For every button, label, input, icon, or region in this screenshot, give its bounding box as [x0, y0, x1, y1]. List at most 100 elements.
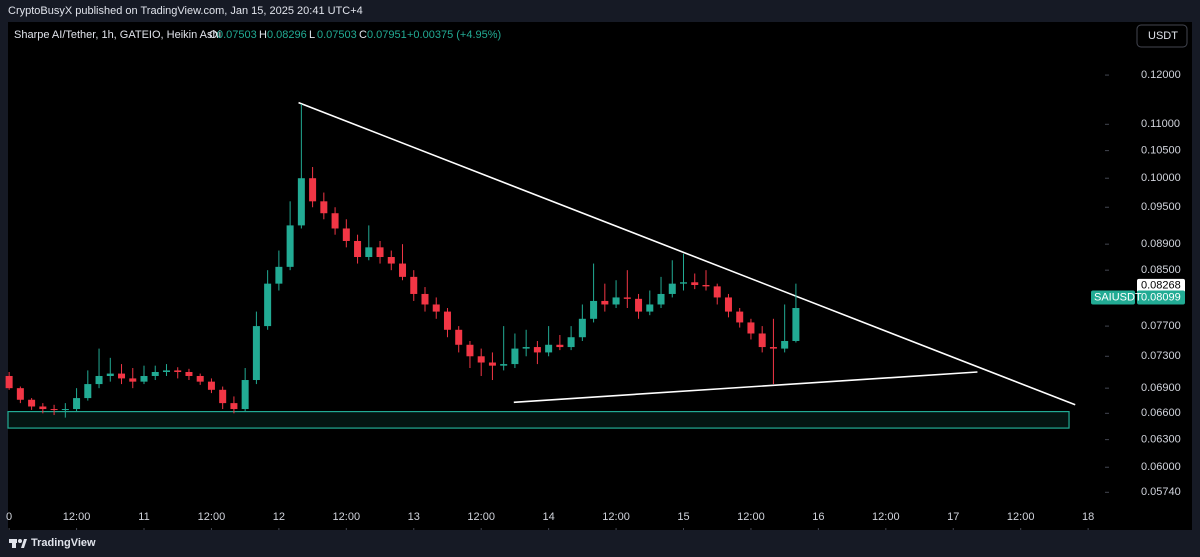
x-tick-label: 12:00 — [63, 511, 91, 523]
x-tick-label: 11 — [138, 511, 149, 523]
candle-body — [140, 375, 148, 382]
candle-body — [635, 298, 643, 312]
footer-logo — [9, 539, 27, 548]
candle-body — [702, 285, 710, 287]
y-tick-label: 0.06000 — [1141, 461, 1181, 473]
symbol-title: Sharpe AI/Tether, 1h, GATEIO, Heikin Ash… — [14, 29, 221, 41]
candle-body — [781, 340, 789, 349]
x-tick-label: 14 — [543, 511, 555, 523]
candle-body — [657, 293, 665, 305]
candle-body — [174, 370, 182, 372]
x-tick-label: 12:00 — [198, 511, 226, 523]
x-tick-label: 12:00 — [1007, 511, 1035, 523]
candle-body — [387, 257, 395, 264]
ohlc-label: L — [309, 29, 315, 41]
publish-header: CryptoBusyX published on TradingView.com… — [8, 5, 363, 17]
candle-body — [252, 326, 260, 381]
price-tag-value: 0.08268 — [1141, 280, 1181, 292]
candle-body — [331, 213, 339, 229]
x-tick-label: 12:00 — [333, 511, 361, 523]
footer-brand: TradingView — [31, 537, 96, 549]
candle-body — [680, 282, 688, 284]
candle-body — [73, 398, 81, 410]
x-tick-label: 12:00 — [872, 511, 900, 523]
currency-button[interactable] — [1136, 24, 1188, 48]
y-tick-label: 0.06600 — [1141, 407, 1181, 419]
candle-body — [50, 409, 58, 411]
x-tick-label: 13 — [408, 511, 420, 523]
candle-body — [219, 389, 227, 404]
candle-body — [567, 337, 575, 348]
candle-body — [556, 344, 564, 348]
support-zone — [7, 411, 1070, 429]
price-tag-box — [1137, 278, 1185, 293]
candle-body — [106, 373, 114, 376]
candle-body — [747, 322, 755, 334]
candle-body — [466, 344, 474, 357]
candle-body — [623, 297, 631, 299]
y-tick-label: 0.10000 — [1141, 172, 1181, 184]
candle-body — [399, 263, 407, 277]
candle-body — [668, 283, 676, 294]
ohlc-value: 0.07503 — [317, 29, 357, 41]
candle-body — [342, 228, 350, 241]
candle-body — [736, 311, 744, 323]
ohlc-value: 0.07503 — [217, 29, 257, 41]
candle-body — [162, 370, 170, 372]
change-value: +0.00375 (+4.95%) — [407, 29, 501, 41]
candle-body — [28, 399, 36, 407]
x-tick-label: 12:00 — [737, 511, 765, 523]
candle-body — [297, 178, 305, 226]
candle-body — [488, 362, 496, 366]
y-tick-label: 0.10500 — [1141, 145, 1181, 157]
candle-body — [432, 304, 440, 312]
candle-body — [691, 282, 699, 286]
x-tick-label: 12:00 — [602, 511, 630, 523]
candle-body — [455, 329, 463, 345]
candle-body — [84, 384, 92, 399]
candle-body — [612, 297, 620, 305]
candle-body — [477, 356, 485, 363]
candle-body — [443, 311, 451, 330]
candle-body — [151, 371, 159, 376]
y-tick-label: 0.08500 — [1141, 264, 1181, 276]
y-tick-label: 0.12000 — [1141, 69, 1181, 81]
candle-body — [590, 300, 598, 319]
x-tick-label: 16 — [812, 511, 824, 523]
chart-pane — [8, 22, 1192, 530]
candle-body — [376, 247, 384, 258]
y-tick-label: 0.05740 — [1141, 486, 1181, 498]
candle-body — [578, 318, 586, 338]
y-tick-label: 0.06900 — [1141, 382, 1181, 394]
candle-body — [207, 381, 215, 390]
candle-body — [309, 178, 317, 202]
candle-body — [724, 297, 732, 312]
ohlc-value: 0.08296 — [267, 29, 307, 41]
candle-body — [365, 247, 373, 258]
candle-body — [16, 388, 24, 400]
currency-label: USDT — [1148, 30, 1178, 42]
candle-body — [118, 373, 126, 379]
symbol-tag-box — [1091, 290, 1135, 305]
candle-body — [533, 347, 541, 353]
candle-body — [646, 304, 654, 312]
x-tick-label: 15 — [677, 511, 689, 523]
trendline — [298, 101, 1076, 406]
candle-body — [61, 409, 69, 411]
candle-body — [230, 403, 238, 410]
y-tick-label: 0.08900 — [1141, 238, 1181, 250]
candle-body — [758, 333, 766, 348]
candle-body — [129, 378, 137, 382]
y-tick-label: 0.11000 — [1141, 118, 1180, 130]
candle-body — [713, 286, 721, 298]
candle-body — [522, 347, 530, 349]
y-tick-label: 0.07300 — [1141, 350, 1181, 362]
candle-body — [421, 293, 429, 305]
y-tick-label: 0.09500 — [1141, 201, 1181, 213]
candle-body — [286, 225, 294, 267]
candle-body — [39, 406, 47, 410]
candle-body — [95, 375, 103, 385]
x-tick-label: 12:00 — [467, 511, 495, 523]
x-tick-label: 17 — [947, 511, 959, 523]
